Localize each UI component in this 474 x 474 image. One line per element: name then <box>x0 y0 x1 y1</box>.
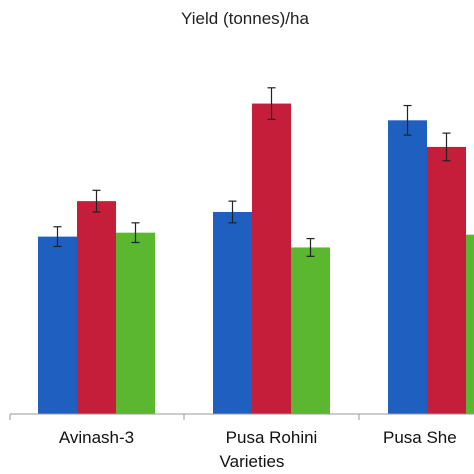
bar-pusa-rohini-series-2 <box>252 103 291 414</box>
x-axis-label: Varieties <box>220 452 285 471</box>
bar-pusa-rohini-series-1 <box>213 211 252 414</box>
bar-avinash-3-series-1 <box>38 236 77 414</box>
bar-pusa-she-series-3 <box>466 234 474 414</box>
bar-avinash-3-series-3 <box>116 232 155 414</box>
category-label-avinash-3: Avinash-3 <box>59 428 134 447</box>
error-bar-pusa-rohini-series-3 <box>306 237 315 257</box>
error-bar-pusa-she-series-2 <box>442 132 451 162</box>
error-bar-avinash-3-series-3 <box>131 222 140 244</box>
error-bar-pusa-she-series-1 <box>403 104 412 136</box>
bar-pusa-she-series-2 <box>427 146 466 414</box>
error-bar-pusa-rohini-series-1 <box>228 200 237 224</box>
error-bar-avinash-3-series-1 <box>53 226 62 248</box>
category-labels: Avinash-3 Pusa Rohini Pusa She <box>59 414 457 447</box>
category-label-pusa-rohini: Pusa Rohini <box>226 428 318 447</box>
chart-title: Yield (tonnes)/ha <box>181 9 309 28</box>
bar-avinash-3-series-2 <box>77 201 116 414</box>
error-bar-pusa-rohini-series-2 <box>267 87 276 120</box>
bar-pusa-she-series-1 <box>388 120 427 414</box>
bar-pusa-rohini-series-3 <box>291 247 330 414</box>
bars-layer <box>38 87 474 414</box>
category-label-pusa-she: Pusa She <box>383 428 457 447</box>
error-bar-avinash-3-series-2 <box>92 189 101 213</box>
